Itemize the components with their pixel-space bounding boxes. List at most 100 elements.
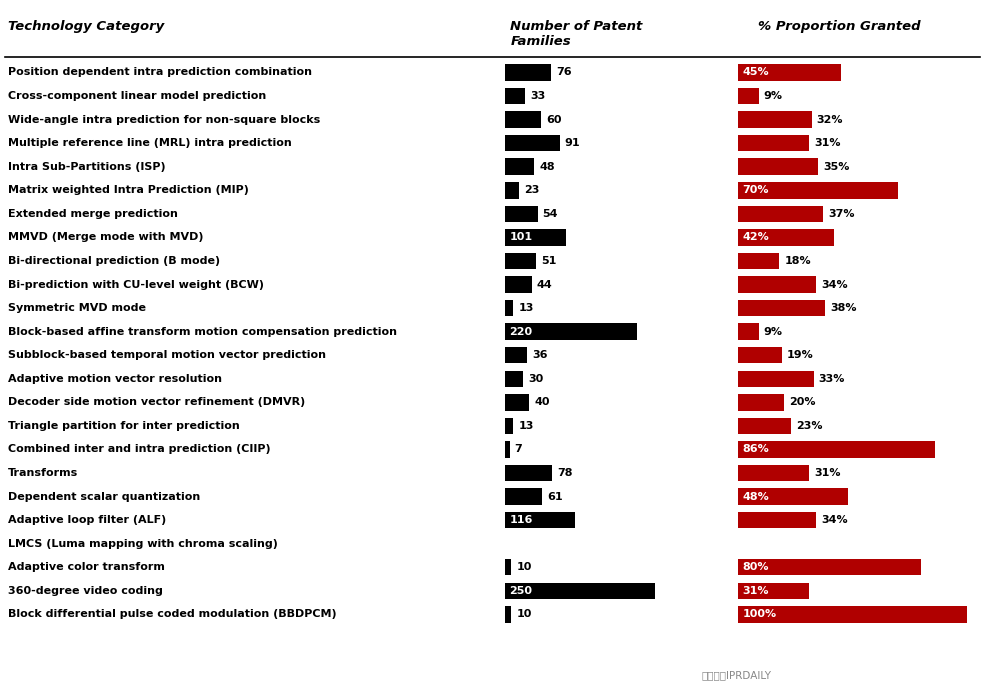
- Bar: [505, 229, 566, 245]
- Bar: [505, 300, 513, 316]
- Bar: [738, 182, 898, 199]
- Text: Extended merge prediction: Extended merge prediction: [8, 209, 178, 219]
- Text: Block-based affine transform motion compensation prediction: Block-based affine transform motion comp…: [8, 327, 397, 337]
- Bar: [738, 418, 790, 434]
- Bar: [738, 347, 781, 363]
- Bar: [738, 606, 966, 622]
- Bar: [738, 583, 808, 599]
- Text: Triangle partition for inter prediction: Triangle partition for inter prediction: [8, 421, 240, 431]
- Text: Matrix weighted Intra Prediction (MIP): Matrix weighted Intra Prediction (MIP): [8, 185, 248, 195]
- Text: 86%: 86%: [742, 445, 768, 454]
- Text: 61: 61: [547, 491, 562, 502]
- Text: 23: 23: [524, 185, 539, 195]
- Text: Bi-directional prediction (B mode): Bi-directional prediction (B mode): [8, 256, 220, 266]
- Text: Technology Category: Technology Category: [8, 20, 164, 33]
- Bar: [738, 158, 817, 175]
- Bar: [738, 64, 841, 81]
- Bar: [505, 371, 523, 387]
- Text: 101: 101: [509, 232, 532, 243]
- Bar: [505, 512, 575, 528]
- Text: Cross-component linear model prediction: Cross-component linear model prediction: [8, 91, 266, 101]
- Bar: [738, 112, 811, 128]
- Text: 80%: 80%: [742, 562, 768, 572]
- Text: 10: 10: [516, 609, 531, 620]
- Bar: [505, 418, 513, 434]
- Bar: [738, 323, 758, 340]
- Text: 116: 116: [509, 515, 532, 525]
- Text: Dependent scalar quantization: Dependent scalar quantization: [8, 491, 200, 502]
- Text: Decoder side motion vector refinement (DMVR): Decoder side motion vector refinement (D…: [8, 397, 305, 407]
- Text: 60: 60: [546, 114, 562, 125]
- Bar: [738, 559, 920, 576]
- Bar: [738, 229, 834, 245]
- Bar: [505, 276, 531, 293]
- Text: Adaptive color transform: Adaptive color transform: [8, 562, 165, 572]
- Text: LMCS (Luma mapping with chroma scaling): LMCS (Luma mapping with chroma scaling): [8, 539, 277, 549]
- Text: Wide-angle intra prediction for non-square blocks: Wide-angle intra prediction for non-squa…: [8, 114, 320, 125]
- Text: 51: 51: [541, 256, 556, 266]
- Bar: [738, 371, 813, 387]
- Bar: [505, 64, 551, 81]
- Text: 250: 250: [509, 585, 532, 596]
- Text: 31%: 31%: [813, 138, 840, 148]
- Bar: [738, 253, 778, 269]
- Text: 19%: 19%: [786, 350, 813, 360]
- Text: Bi-prediction with CU-level weight (BCW): Bi-prediction with CU-level weight (BCW): [8, 279, 263, 289]
- Text: 微信号：IPRDAILY: 微信号：IPRDAILY: [701, 670, 770, 680]
- Bar: [738, 512, 815, 528]
- Bar: [738, 465, 808, 481]
- Bar: [738, 88, 758, 105]
- Text: Intra Sub-Partitions (ISP): Intra Sub-Partitions (ISP): [8, 162, 165, 171]
- Text: 31%: 31%: [742, 585, 768, 596]
- Text: 23%: 23%: [795, 421, 822, 431]
- Text: Number of Patent
Families: Number of Patent Families: [510, 20, 642, 47]
- Text: 13: 13: [518, 421, 533, 431]
- Bar: [505, 394, 529, 411]
- Bar: [505, 441, 509, 458]
- Text: 37%: 37%: [827, 209, 854, 219]
- Bar: [738, 394, 783, 411]
- Text: Block differential pulse coded modulation (BBDPCM): Block differential pulse coded modulatio…: [8, 609, 336, 620]
- Text: 44: 44: [536, 279, 552, 289]
- Bar: [505, 583, 654, 599]
- Text: 34%: 34%: [820, 515, 847, 525]
- Bar: [505, 112, 541, 128]
- Text: 18%: 18%: [783, 256, 810, 266]
- Text: 48: 48: [539, 162, 555, 171]
- Text: 31%: 31%: [813, 468, 840, 478]
- Text: Symmetric MVD mode: Symmetric MVD mode: [8, 303, 146, 313]
- Bar: [505, 559, 511, 576]
- Text: 36: 36: [532, 350, 547, 360]
- Text: Combined inter and intra prediction (CIIP): Combined inter and intra prediction (CII…: [8, 445, 270, 454]
- Text: 20%: 20%: [788, 397, 815, 407]
- Text: 33: 33: [530, 91, 545, 101]
- Text: 35%: 35%: [823, 162, 849, 171]
- Text: 48%: 48%: [742, 491, 768, 502]
- Text: Multiple reference line (MRL) intra prediction: Multiple reference line (MRL) intra pred…: [8, 138, 291, 148]
- Text: MMVD (Merge mode with MVD): MMVD (Merge mode with MVD): [8, 232, 203, 243]
- Text: 100%: 100%: [742, 609, 775, 620]
- Bar: [505, 158, 534, 175]
- Text: 40: 40: [534, 397, 550, 407]
- Text: 220: 220: [509, 327, 532, 337]
- Text: Adaptive loop filter (ALF): Adaptive loop filter (ALF): [8, 515, 166, 525]
- Text: 45%: 45%: [742, 68, 768, 77]
- Text: 32%: 32%: [816, 114, 842, 125]
- Bar: [505, 253, 536, 269]
- Text: Transforms: Transforms: [8, 468, 79, 478]
- Text: 10: 10: [516, 562, 531, 572]
- Bar: [738, 276, 815, 293]
- Text: 70%: 70%: [742, 185, 768, 195]
- Bar: [738, 441, 934, 458]
- Bar: [505, 206, 537, 222]
- Bar: [738, 135, 808, 151]
- Text: 7: 7: [514, 445, 522, 454]
- Bar: [505, 88, 525, 105]
- Bar: [505, 489, 542, 505]
- Text: 76: 76: [556, 68, 571, 77]
- Text: 9%: 9%: [763, 327, 782, 337]
- Text: 42%: 42%: [742, 232, 768, 243]
- Bar: [738, 300, 824, 316]
- Text: 91: 91: [565, 138, 580, 148]
- Text: 78: 78: [557, 468, 572, 478]
